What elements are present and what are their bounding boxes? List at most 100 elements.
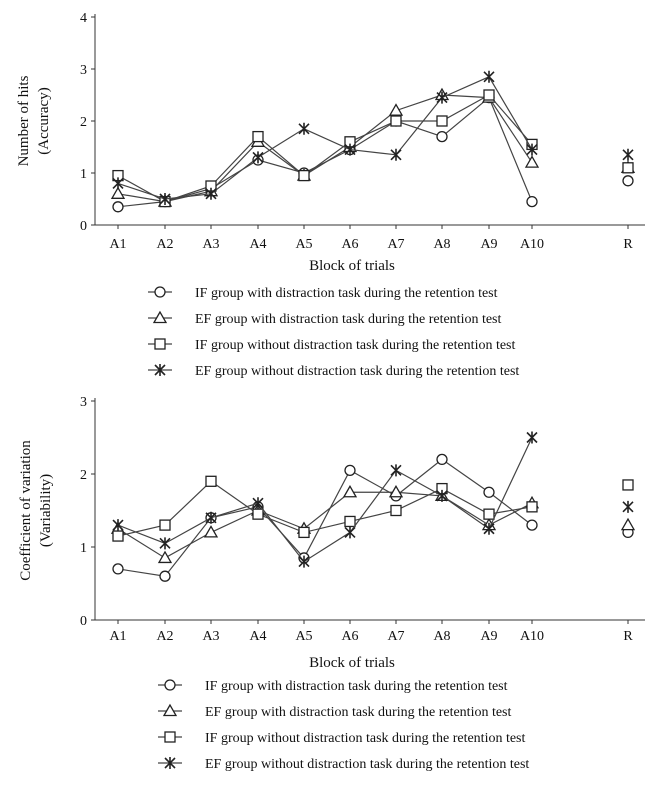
data-point [252, 130, 264, 143]
x-tick-label: R [623, 629, 633, 644]
x-tick-label: A3 [202, 237, 219, 252]
series-square [112, 475, 634, 542]
data-point [112, 519, 124, 532]
data-point [483, 522, 495, 535]
legend-entry: IF group with distraction task during th… [158, 679, 508, 694]
data-point [344, 515, 356, 528]
legend-entry: IF group with distraction task during th… [148, 286, 498, 301]
data-point [344, 526, 356, 539]
data-point [526, 143, 538, 156]
series-triangle [110, 87, 636, 207]
x-axis-label: Block of trials [309, 258, 395, 274]
data-point [483, 508, 495, 520]
legend-label: EF group with distraction task during th… [195, 312, 502, 327]
legend-entry: EF group without distraction task during… [148, 364, 519, 379]
y-axis-label: (Variability) [38, 474, 54, 547]
data-point [298, 555, 310, 568]
legend-marker [152, 310, 168, 324]
series-star [112, 70, 634, 205]
legend-label: EF group with distraction task during th… [205, 705, 512, 720]
data-point [526, 195, 538, 208]
data-point [344, 464, 356, 477]
x-tick-label: A5 [295, 237, 312, 252]
data-point [203, 525, 219, 538]
legend-entry: EF group with distraction task during th… [148, 310, 502, 327]
data-point [388, 484, 404, 498]
data-point [526, 431, 538, 444]
x-tick-label: A3 [202, 629, 219, 644]
legend-label: EF group without distraction task during… [205, 757, 529, 772]
x-tick-label: A6 [341, 237, 358, 252]
data-point [526, 501, 538, 513]
data-point [622, 500, 634, 513]
data-point [483, 70, 495, 83]
data-point [157, 550, 173, 564]
legend-entry: IF group without distraction task during… [158, 731, 526, 746]
y-axis-label: Coefficient of variation [18, 440, 34, 581]
series-line [117, 96, 533, 208]
x-tick-label: A1 [109, 237, 126, 252]
x-tick-label: A2 [156, 237, 173, 252]
data-point [344, 143, 356, 156]
data-point [436, 115, 448, 127]
data-point [252, 151, 264, 164]
legend-entry: EF group without distraction task during… [158, 757, 529, 772]
data-point [620, 517, 636, 531]
x-tick-label: A7 [387, 237, 404, 252]
data-point [390, 115, 402, 127]
data-point [342, 484, 358, 498]
data-point [390, 464, 402, 477]
legend-label: IF group with distraction task during th… [195, 286, 498, 301]
x-tick-label: A9 [480, 237, 497, 252]
y-tick-label: 3 [80, 395, 87, 410]
data-point [622, 162, 634, 174]
x-tick-label: A10 [520, 629, 544, 644]
series-line [117, 480, 533, 537]
legend-label: IF group without distraction task during… [195, 338, 516, 353]
y-tick-label: 2 [80, 468, 87, 483]
data-point [159, 193, 171, 205]
x-tick-label: A10 [520, 237, 544, 252]
data-point [205, 475, 217, 487]
series-line [117, 94, 533, 203]
data-point [526, 519, 538, 531]
data-point [390, 504, 402, 517]
data-point [436, 130, 448, 143]
series-line [117, 94, 533, 203]
legend-marker [154, 286, 166, 298]
series-line [117, 458, 533, 577]
data-point [110, 186, 126, 199]
series-line [117, 76, 533, 200]
series-line [117, 437, 533, 563]
data-point [436, 91, 448, 104]
data-point [159, 519, 171, 531]
x-tick-label: A8 [433, 629, 450, 644]
legend-marker [162, 703, 178, 717]
data-point [252, 508, 264, 520]
data-point [298, 169, 310, 182]
y-tick-label: 1 [80, 167, 87, 182]
y-tick-label: 4 [80, 11, 87, 26]
legend-label: IF group without distraction task during… [205, 731, 526, 746]
x-tick-label: A6 [341, 629, 358, 644]
y-tick-label: 1 [80, 541, 87, 556]
series-line [117, 491, 533, 559]
chart-1: 0 1 2 3 4 A1 A2 A3 A4 A5 A6 A7 A8 A9 A10 R Block of tria… [16, 11, 645, 379]
data-point [436, 489, 448, 502]
data-point [483, 486, 495, 498]
x-tick-label: A9 [480, 629, 497, 644]
legend-label: IF group with distraction task during th… [205, 679, 508, 694]
legend-marker [154, 364, 166, 376]
data-point [112, 201, 124, 213]
data-point [112, 563, 124, 575]
data-point [298, 526, 310, 539]
x-tick-label: A4 [249, 629, 266, 644]
data-point [205, 511, 217, 524]
y-axis-label: Number of hits [16, 75, 32, 166]
data-point [159, 537, 171, 550]
chart-2: 0 1 2 3 A1 A2 A3 A4 A5 A6 A7 A8 A9 A10 R Block of trial… [18, 395, 645, 772]
y-tick-label: 2 [80, 115, 87, 130]
y-tick-label: 0 [80, 614, 87, 629]
